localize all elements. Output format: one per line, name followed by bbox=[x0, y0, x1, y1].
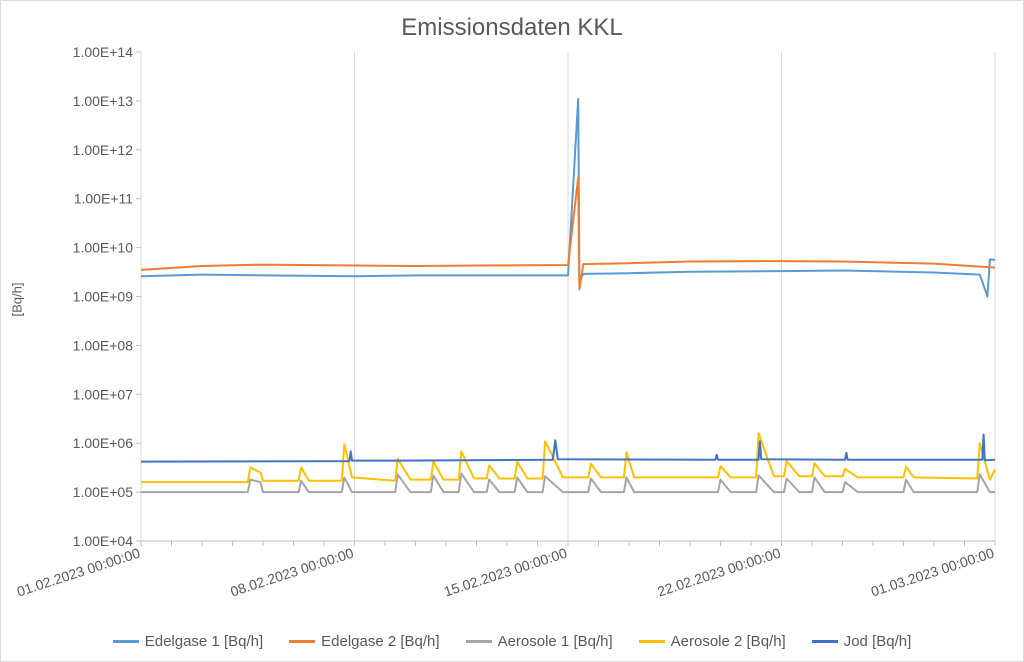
legend-swatch bbox=[638, 640, 665, 643]
legend-item: Edelgase 1 [Bq/h] bbox=[112, 633, 264, 650]
y-tick-label: 1.00E+10 bbox=[73, 240, 134, 256]
legend-item: Aerosole 2 [Bq/h] bbox=[638, 633, 786, 650]
x-tick-label: 15.02.2023 00:00:00 bbox=[442, 545, 569, 600]
y-tick-label: 1.00E+11 bbox=[74, 191, 134, 207]
series-line-5 bbox=[140, 433, 996, 463]
series-line-4 bbox=[141, 432, 996, 484]
series-line-1 bbox=[140, 97, 996, 298]
series-line-2 bbox=[140, 176, 996, 291]
y-tick-label: 1.00E+08 bbox=[73, 337, 134, 353]
x-tick-label: 01.02.2023 00:00:00 bbox=[15, 545, 142, 600]
legend-swatch bbox=[811, 640, 838, 643]
y-tick-label: 1.00E+06 bbox=[73, 435, 134, 451]
legend-label: Aerosole 2 [Bq/h] bbox=[670, 633, 786, 650]
legend-swatch bbox=[112, 640, 139, 643]
legend-item: Edelgase 2 [Bq/h] bbox=[289, 633, 440, 650]
y-tick-label: 1.00E+12 bbox=[73, 142, 134, 158]
y-tick-label: 1.00E+14 bbox=[73, 44, 134, 60]
legend-label: Edelgase 2 [Bq/h] bbox=[321, 633, 440, 650]
series-line-3 bbox=[141, 472, 995, 494]
legend-label: Aerosole 1 [Bq/h] bbox=[497, 633, 613, 650]
y-tick-label: 1.00E+13 bbox=[73, 93, 134, 109]
legend-label: Edelgase 1 [Bq/h] bbox=[144, 633, 264, 650]
y-tick-label: 1.00E+05 bbox=[73, 484, 134, 500]
chart-legend: Edelgase 1 [Bq/h] Edelgase 2 [Bq/h] Aeroso… bbox=[0, 633, 1024, 650]
y-tick-label: 1.00E+04 bbox=[73, 533, 134, 549]
chart-title: Emissionsdaten KKL bbox=[401, 14, 623, 41]
y-tick-label: 1.00E+09 bbox=[73, 289, 134, 305]
x-tick-label: 08.02.2023 00:00:00 bbox=[228, 545, 355, 600]
legend-swatch bbox=[465, 640, 492, 643]
legend-item: Jod [Bq/h] bbox=[811, 633, 912, 650]
legend-swatch bbox=[289, 640, 316, 643]
y-tick-label: 1.00E+07 bbox=[73, 386, 134, 402]
x-tick-label: 01.03.2023 00:00:00 bbox=[869, 545, 996, 600]
legend-label: Jod [Bq/h] bbox=[843, 633, 912, 650]
x-tick-label: 22.02.2023 00:00:00 bbox=[655, 545, 782, 600]
legend-item: Aerosole 1 [Bq/h] bbox=[465, 633, 613, 650]
